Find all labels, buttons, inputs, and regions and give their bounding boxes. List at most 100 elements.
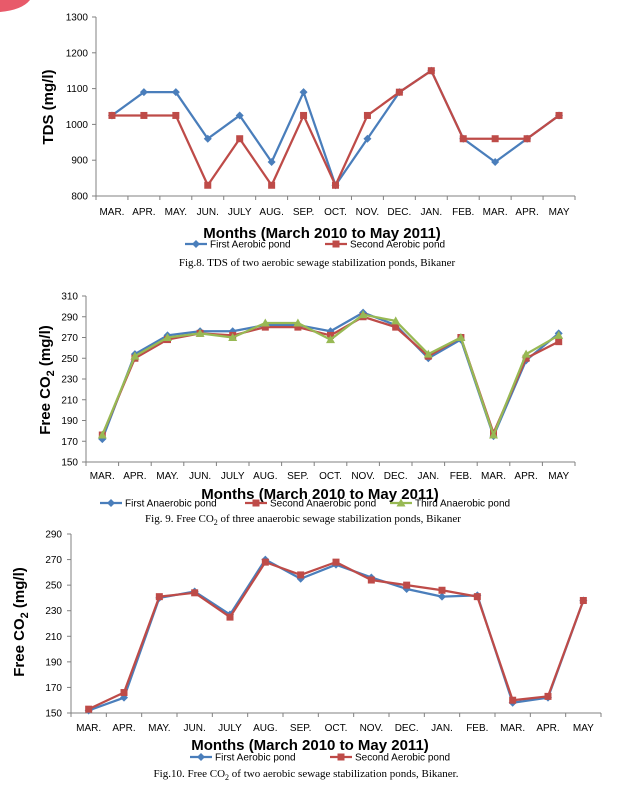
chart-2-caption-suffix: of three anaerobic sewage stabilization … <box>218 513 461 525</box>
y-tick-label: 800 <box>71 192 88 203</box>
chart-2-series <box>97 308 564 444</box>
x-tick-label: MAY <box>548 471 569 482</box>
x-tick-label: JAN. <box>431 723 453 734</box>
data-point <box>172 111 180 119</box>
data-point <box>491 157 500 166</box>
data-point <box>358 310 368 319</box>
x-tick-label: SEP. <box>290 723 312 734</box>
data-point <box>261 323 269 331</box>
chart-1-x-ticks: MAR. APR. MAY. JUN. JULY AUG. SEP. OCT. NOV. DEC.… <box>95 196 576 218</box>
chart-1-series <box>107 66 564 190</box>
data-point <box>155 593 163 601</box>
data-point <box>427 67 435 75</box>
x-tick-label: MAR. <box>90 471 115 482</box>
x-tick-label: DEC. <box>387 207 411 218</box>
legend-marker <box>332 240 340 248</box>
y-tick-label: 210 <box>61 395 78 406</box>
x-tick-label: AUG. <box>259 207 283 218</box>
x-tick-label: MAY. <box>148 723 170 734</box>
x-tick-label: MAR. <box>76 723 101 734</box>
data-point <box>260 318 270 327</box>
x-tick-label: JULY <box>221 471 245 482</box>
x-tick-label: MAY <box>573 723 594 734</box>
chart-2-y-ticks: 150 170 190 210 230 250 270 290 310 <box>61 292 86 469</box>
y-tick-label: 170 <box>45 683 62 694</box>
data-point <box>332 558 340 566</box>
chart-3-x-ticks: MAR. APR. MAY. JUN. JULY AUG. SEP. OCT. NOV. DEC.… <box>70 713 602 734</box>
x-tick-label: MAY. <box>156 471 178 482</box>
x-tick-label: MAR. <box>500 723 525 734</box>
legend-label: First Anaerobic pond <box>125 499 217 510</box>
x-tick-label: MAY <box>549 207 570 218</box>
data-point <box>395 88 403 96</box>
y-tick-label: 1000 <box>66 120 89 131</box>
x-tick-label: APR. <box>515 207 538 218</box>
data-point <box>297 571 305 579</box>
x-tick-label: MAR. <box>481 471 506 482</box>
x-tick-label: DEC. <box>395 723 419 734</box>
y-tick-label: 900 <box>71 156 88 167</box>
data-point <box>268 181 276 189</box>
data-point <box>226 613 234 621</box>
data-point <box>459 135 467 143</box>
y-tick-label: 190 <box>45 657 62 668</box>
data-point <box>235 111 244 120</box>
x-tick-label: JAN. <box>420 207 442 218</box>
series-line-2 <box>88 561 585 711</box>
data-point <box>294 323 302 331</box>
corner-badge <box>0 0 30 12</box>
x-tick-label: DEC. <box>384 471 408 482</box>
data-point <box>326 335 335 344</box>
chart-1-axes <box>95 17 575 197</box>
data-point <box>261 558 269 566</box>
x-tick-label: JAN. <box>417 471 439 482</box>
y-tick-label: 310 <box>61 292 78 303</box>
legend-marker <box>197 753 205 761</box>
data-point <box>300 111 308 119</box>
data-point <box>140 111 148 119</box>
data-point <box>391 316 401 325</box>
chart-3-y-ticks: 150 170 190 210 230 250 270 290 <box>45 530 71 720</box>
legend-label: Second Anaerobic pond <box>270 499 376 510</box>
chart-3-caption-suffix: of two aerobic sewage stabilization pond… <box>229 768 459 780</box>
data-point <box>203 134 212 143</box>
chart-free-co2-anaerobic: 150 170 190 210 230 250 270 290 310 MAR. APR. MAY.… <box>37 292 576 527</box>
x-tick-label: AUG. <box>253 723 277 734</box>
data-point <box>473 593 481 601</box>
legend-label: First Aerobic pond <box>210 240 291 251</box>
y-tick-label: 170 <box>61 437 78 448</box>
data-point <box>521 349 531 358</box>
y-tick-label: 230 <box>45 606 62 617</box>
data-point <box>139 88 148 97</box>
data-point <box>130 351 140 360</box>
legend-label: Second Aerobic pond <box>355 753 450 764</box>
data-point <box>555 111 563 119</box>
chart-3-caption: Fig.10. Free CO2 of two aerobic sewage s… <box>154 768 459 782</box>
y-tick-label: 270 <box>61 333 78 344</box>
data-point <box>267 157 276 166</box>
y-tick-label: 1200 <box>66 48 89 59</box>
x-tick-label: APR. <box>132 207 155 218</box>
chart-2-x-ticks: MAR. APR. MAY. JUN. JULY AUG. SEP. OCT. NOV. DEC.… <box>85 462 576 482</box>
x-tick-label: NOV. <box>356 207 380 218</box>
data-point <box>489 430 498 439</box>
data-point <box>403 581 411 589</box>
data-point <box>204 181 212 189</box>
x-tick-label: AUG. <box>253 471 277 482</box>
x-tick-label: APR. <box>514 471 537 482</box>
data-point <box>85 705 93 713</box>
x-tick-label: NOV. <box>360 723 384 734</box>
chart-1-caption: Fig.8. TDS of two aerobic sewage stabili… <box>179 257 456 269</box>
x-tick-label: JUN. <box>189 471 211 482</box>
chart-3-legend: First Aerobic pond Second Aerobic pond <box>190 753 450 764</box>
y-tick-label: 230 <box>61 375 78 386</box>
x-tick-label: JULY <box>218 723 242 734</box>
x-tick-label: FEB. <box>450 471 472 482</box>
legend-marker <box>107 499 115 507</box>
chart-3-caption-sub: 2 <box>225 773 229 782</box>
legend-label: First Aerobic pond <box>215 753 296 764</box>
data-point <box>554 330 564 339</box>
series-line-2 <box>111 69 560 187</box>
chart-3-y-axis-title: Free CO2 (mg/l) <box>11 567 31 676</box>
